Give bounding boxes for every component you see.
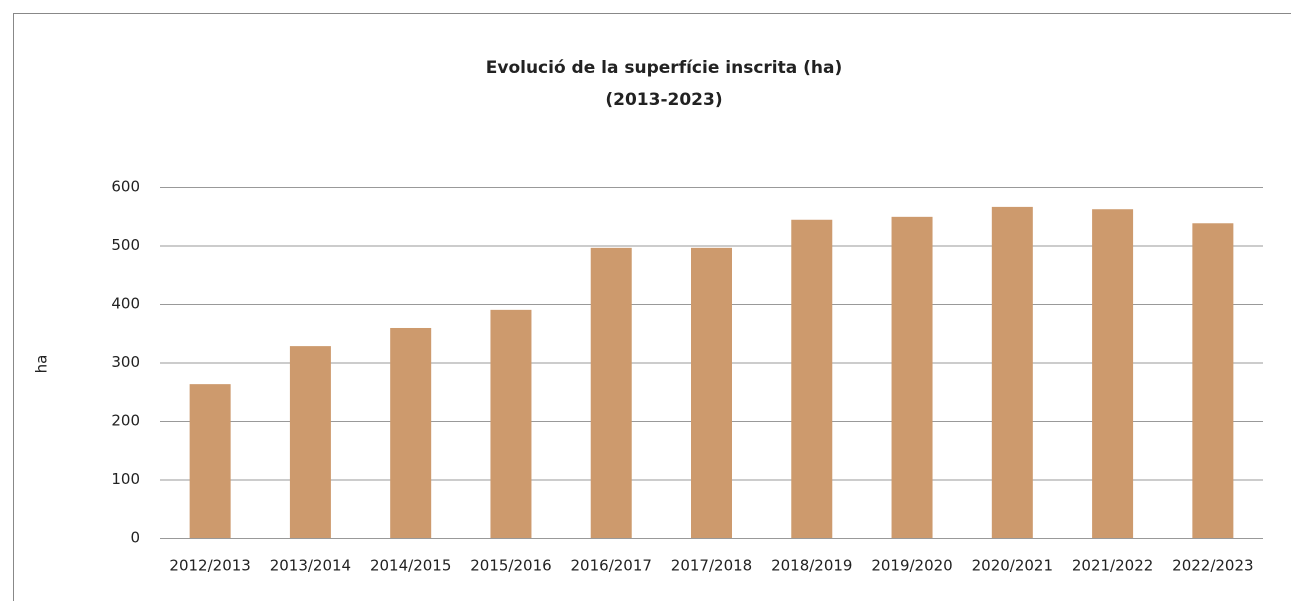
y-tick-label: 500 — [111, 236, 140, 254]
bar — [390, 327, 432, 538]
x-tick-label: 2014/2015 — [370, 557, 451, 575]
y-tick-label: 400 — [111, 295, 140, 313]
x-tick-label: 2018/2019 — [771, 557, 852, 575]
y-tick-label: 100 — [111, 470, 140, 488]
x-tick-label: 2015/2016 — [470, 557, 551, 575]
bar — [791, 219, 833, 538]
x-tick-label: 2017/2018 — [671, 557, 752, 575]
x-tick-label: 2019/2020 — [871, 557, 952, 575]
bar — [490, 309, 532, 538]
x-tick-label: 2021/2022 — [1072, 557, 1153, 575]
frame — [13, 13, 1291, 601]
x-tick-label: 2022/2023 — [1172, 557, 1253, 575]
chart-title: Evolució de la superfície inscrita (ha) — [486, 58, 843, 78]
y-tick-label: 300 — [111, 353, 140, 371]
chart-subtitle: (2013-2023) — [605, 90, 722, 110]
bar — [189, 384, 231, 538]
y-tick-label: 200 — [111, 412, 140, 430]
y-tick-label: 0 — [130, 529, 140, 547]
x-tick-label: 2012/2013 — [169, 557, 250, 575]
bar — [289, 346, 331, 538]
bar — [1192, 223, 1234, 538]
x-tick-label: 2013/2014 — [270, 557, 351, 575]
bar — [691, 247, 732, 538]
bar — [1092, 209, 1134, 539]
bar — [991, 206, 1033, 538]
y-axis-label: ha — [33, 355, 51, 374]
x-tick-label: 2020/2021 — [972, 557, 1053, 575]
x-tick-label: 2016/2017 — [571, 557, 652, 575]
bar — [590, 247, 632, 538]
bar — [891, 216, 933, 538]
y-tick-label: 600 — [111, 178, 140, 196]
